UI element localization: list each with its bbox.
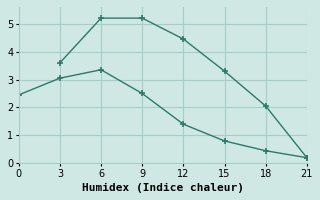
X-axis label: Humidex (Indice chaleur): Humidex (Indice chaleur) (82, 183, 244, 193)
